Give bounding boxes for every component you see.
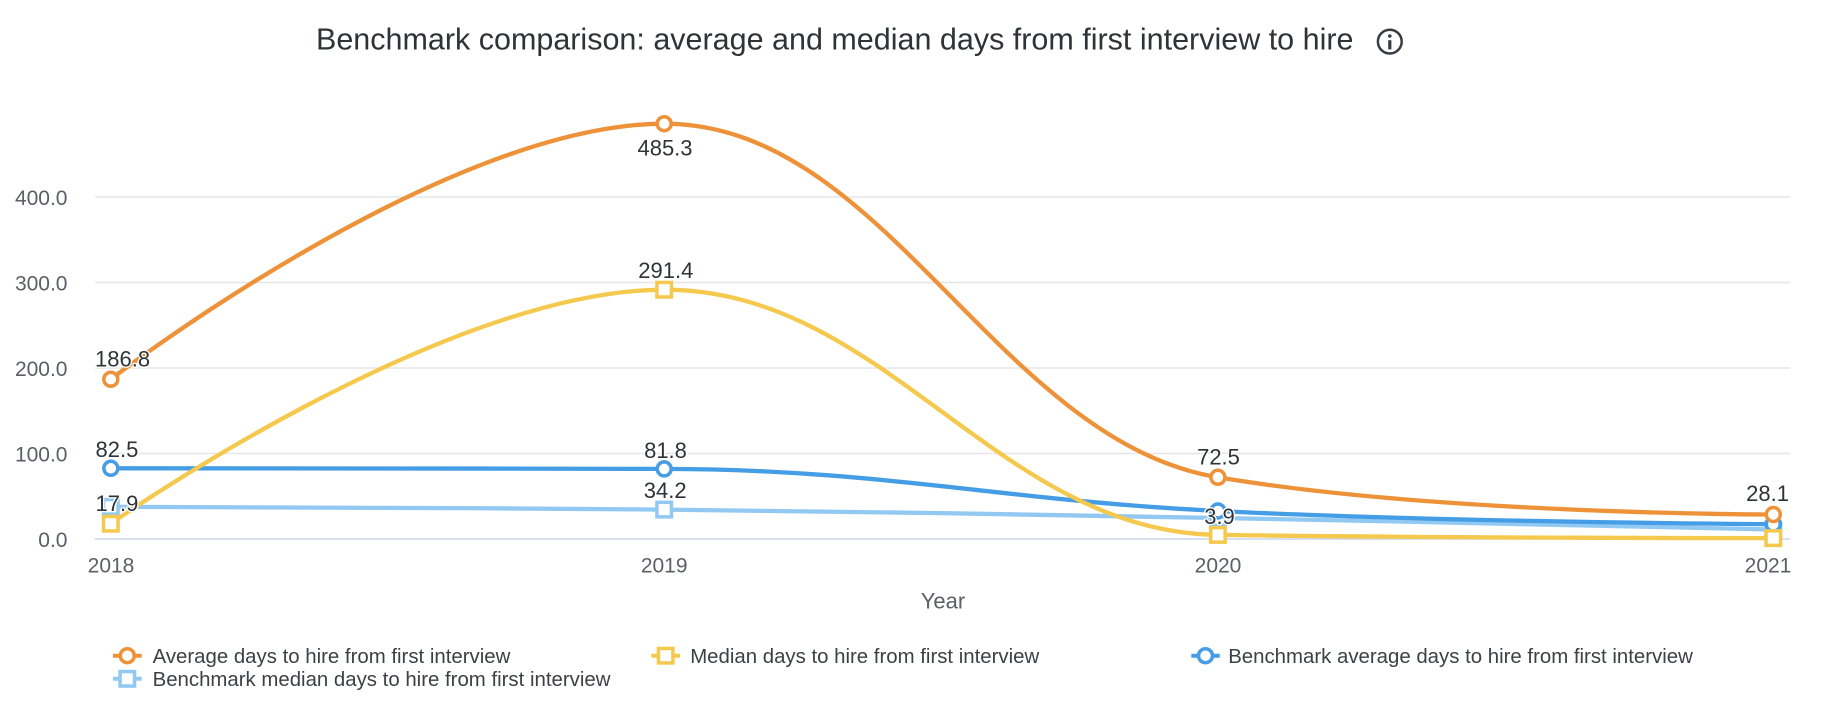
svg-text:186.8: 186.8 xyxy=(95,347,150,372)
svg-text:291.4: 291.4 xyxy=(638,258,693,283)
svg-text:Year: Year xyxy=(921,589,965,614)
svg-text:Median days to hire from first: Median days to hire from first interview xyxy=(690,646,1039,668)
svg-text:72.5: 72.5 xyxy=(1197,445,1240,470)
svg-text:28.1: 28.1 xyxy=(1746,481,1789,506)
svg-text:Benchmark average days to hire: Benchmark average days to hire from firs… xyxy=(1228,646,1693,668)
svg-text:Benchmark median days to hire: Benchmark median days to hire from first… xyxy=(153,669,611,691)
svg-text:34.2: 34.2 xyxy=(644,478,687,503)
svg-text:100.0: 100.0 xyxy=(15,444,68,467)
svg-text:17.9: 17.9 xyxy=(96,491,139,516)
svg-text:400.0: 400.0 xyxy=(15,187,68,210)
svg-text:Average days to hire from firs: Average days to hire from first intervie… xyxy=(153,646,511,668)
svg-text:82.5: 82.5 xyxy=(96,437,139,462)
svg-text:2021: 2021 xyxy=(1745,555,1792,578)
svg-text:Benchmark comparison: average: Benchmark comparison: average and median… xyxy=(316,23,1353,57)
svg-text:2018: 2018 xyxy=(88,555,135,578)
svg-text:485.3: 485.3 xyxy=(637,136,692,161)
svg-text:2019: 2019 xyxy=(641,555,688,578)
svg-text:0.0: 0.0 xyxy=(38,529,67,552)
svg-text:2020: 2020 xyxy=(1195,555,1242,578)
svg-text:3.9: 3.9 xyxy=(1204,504,1235,529)
svg-text:200.0: 200.0 xyxy=(15,358,68,381)
svg-text:300.0: 300.0 xyxy=(15,273,68,296)
svg-text:81.8: 81.8 xyxy=(644,438,687,463)
